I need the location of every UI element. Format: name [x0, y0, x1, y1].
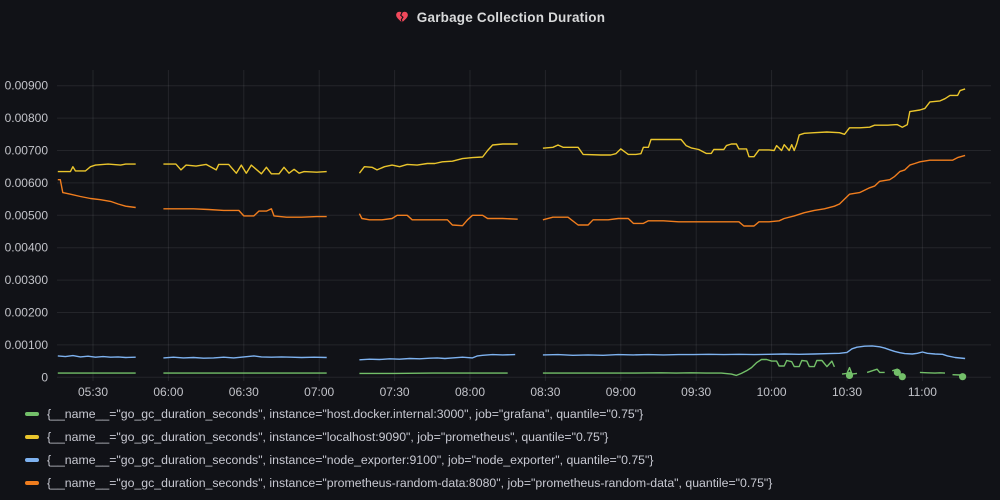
timeseries-chart[interactable]: 0 0.00100 0.00200 0.00300 0.00400 0.00500 0.00… — [0, 0, 1000, 400]
x-tick-label: 08:30 — [530, 385, 560, 399]
panel-title: Garbage Collection Duration — [416, 9, 606, 25]
legend: {__name__="go_gc_duration_seconds", inst… — [25, 402, 985, 494]
y-tick-label: 0.00800 — [5, 111, 49, 125]
series-color-swatch[interactable] — [25, 480, 39, 485]
x-tick-label: 06:00 — [153, 385, 183, 399]
legend-label[interactable]: {__name__="go_gc_duration_seconds", inst… — [47, 429, 609, 444]
series-line-prometheus-random-data[interactable] — [57, 154, 966, 227]
legend-label[interactable]: {__name__="go_gc_duration_seconds", inst… — [47, 406, 644, 421]
series-point-grafana[interactable] — [845, 371, 854, 379]
y-tick-label: 0.00900 — [5, 79, 49, 93]
legend-label[interactable]: {__name__="go_gc_duration_seconds", inst… — [47, 475, 773, 490]
legend-item[interactable]: {__name__="go_gc_duration_seconds", inst… — [25, 471, 985, 494]
series-color-swatch[interactable] — [25, 411, 39, 416]
x-tick-label: 05:30 — [78, 385, 108, 399]
series-point-grafana[interactable] — [893, 368, 901, 376]
series-point-grafana[interactable] — [959, 373, 967, 381]
series-line-prometheus[interactable] — [57, 88, 966, 175]
legend-item[interactable]: {__name__="go_gc_duration_seconds", inst… — [25, 448, 985, 471]
y-tick-label: 0.00200 — [5, 306, 49, 320]
x-tick-label: 08:00 — [455, 385, 485, 399]
series-color-swatch[interactable] — [25, 457, 39, 462]
x-tick-label: 09:30 — [681, 385, 711, 399]
x-tick-label: 07:30 — [380, 385, 410, 399]
y-tick-label: 0.00500 — [5, 208, 49, 222]
series-line-node_exporter[interactable] — [57, 345, 966, 361]
y-tick-label: 0.00600 — [5, 176, 49, 190]
y-tick-label: 0.00700 — [5, 144, 49, 158]
panel-header[interactable]: Garbage Collection Duration — [0, 6, 1000, 28]
x-tick-label: 07:00 — [304, 385, 334, 399]
y-tick-label: 0.00100 — [5, 338, 49, 352]
y-tick-label: 0 — [41, 370, 48, 384]
series-line-grafana[interactable] — [57, 358, 961, 377]
x-tick-label: 11:00 — [908, 385, 937, 399]
chart-canvas[interactable]: 0 0.00100 0.00200 0.00300 0.00400 0.00500 0.00… — [0, 0, 1000, 400]
y-tick-label: 0.00300 — [5, 273, 49, 287]
series-color-swatch[interactable] — [25, 434, 39, 439]
x-tick-label: 09:00 — [606, 385, 636, 399]
x-tick-label: 10:00 — [757, 385, 787, 399]
series-point-grafana[interactable] — [898, 373, 906, 381]
legend-item[interactable]: {__name__="go_gc_duration_seconds", inst… — [25, 425, 985, 448]
broken-heart-icon — [395, 10, 409, 24]
x-tick-label: 10:30 — [832, 385, 862, 399]
y-tick-label: 0.00400 — [5, 241, 49, 255]
legend-label[interactable]: {__name__="go_gc_duration_seconds", inst… — [47, 452, 654, 467]
legend-item[interactable]: {__name__="go_gc_duration_seconds", inst… — [25, 402, 985, 425]
x-tick-label: 06:30 — [229, 385, 259, 399]
